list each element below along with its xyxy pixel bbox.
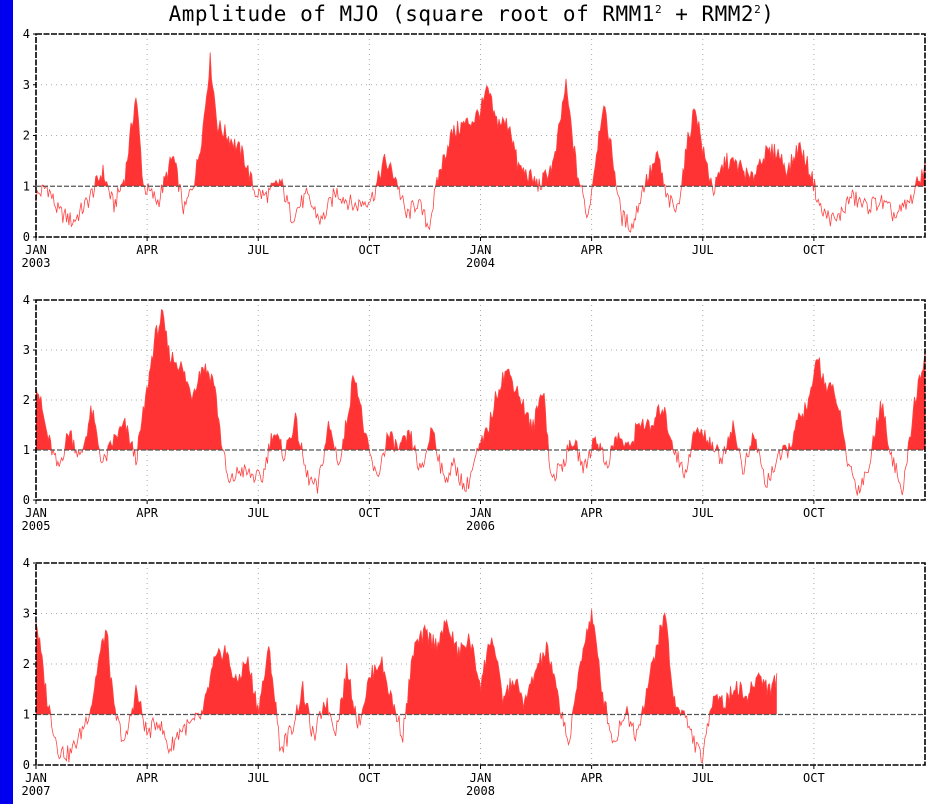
x-tick-label: JUL: [692, 243, 714, 257]
y-tick-label: 1: [23, 708, 30, 722]
x-tick-label: OCT: [359, 243, 381, 257]
x-tick-label: OCT: [359, 771, 381, 785]
x-tick-label: JAN: [470, 243, 492, 257]
amplitude-area-above-threshold: [36, 309, 926, 450]
x-tick-label: JAN: [25, 506, 47, 520]
x-tick-label: OCT: [359, 506, 381, 520]
x-tick-label: APR: [581, 771, 603, 785]
year-label: 2003: [22, 256, 51, 270]
x-tick-label: JUL: [247, 506, 269, 520]
y-tick-label: 0: [23, 230, 30, 244]
chart-canvas: Amplitude of MJO (square root of RMM12 +…: [13, 0, 930, 804]
x-tick-label: APR: [136, 771, 158, 785]
y-tick-label: 2: [23, 129, 30, 143]
chart-title: Amplitude of MJO (square root of RMM12 +…: [168, 2, 775, 26]
plots-svg: 0 1 2 3 4 JAN APR JUL OCT JAN APR JUL OCT 2003 2004 0 1 2…: [22, 27, 926, 798]
year-label: 2008: [466, 784, 495, 798]
x-tick-label: JAN: [25, 243, 47, 257]
y-tick-label: 4: [23, 293, 30, 307]
x-tick-label: JAN: [470, 506, 492, 520]
amplitude-line: [35, 52, 926, 233]
x-tick-label: APR: [581, 243, 603, 257]
year-label: 2007: [22, 784, 51, 798]
year-label: 2006: [466, 519, 495, 533]
y-tick-label: 3: [23, 343, 30, 357]
y-tick-label: 0: [23, 493, 30, 507]
x-tick-label: JAN: [470, 771, 492, 785]
y-tick-label: 4: [23, 556, 30, 570]
y-tick-label: 2: [23, 393, 30, 407]
y-tick-label: 0: [23, 758, 30, 772]
y-tick-label: 3: [23, 78, 30, 92]
x-tick-label: APR: [581, 506, 603, 520]
x-tick-label: OCT: [803, 771, 825, 785]
x-tick-label: JUL: [692, 771, 714, 785]
x-tick-label: APR: [136, 243, 158, 257]
amplitude-area-above-threshold: [36, 609, 777, 715]
y-tick-label: 3: [23, 607, 30, 621]
x-tick-label: JUL: [247, 243, 269, 257]
x-tick-label: APR: [136, 506, 158, 520]
y-tick-label: 2: [23, 657, 30, 671]
year-label: 2005: [22, 519, 51, 533]
x-tick-label: OCT: [803, 506, 825, 520]
amplitude-area-above-threshold: [36, 52, 926, 187]
x-tick-label: JAN: [25, 771, 47, 785]
y-tick-label: 1: [23, 179, 30, 193]
x-tick-label: JUL: [247, 771, 269, 785]
x-tick-label: JUL: [692, 506, 714, 520]
y-tick-label: 1: [23, 443, 30, 457]
amplitude-line: [35, 609, 778, 763]
y-tick-label: 4: [23, 27, 30, 41]
year-label: 2004: [466, 256, 495, 270]
x-tick-label: OCT: [803, 243, 825, 257]
amplitude-line: [35, 308, 926, 496]
